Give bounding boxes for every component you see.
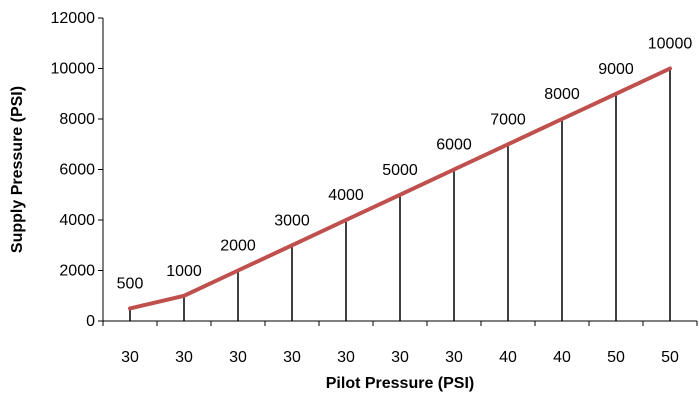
data-label: 1000 <box>166 263 202 280</box>
x-tick-label: 30 <box>121 349 139 366</box>
data-label: 2000 <box>220 238 256 255</box>
x-tick-label: 50 <box>661 349 679 366</box>
x-tick-label: 30 <box>391 349 409 366</box>
x-tick-label: 30 <box>229 349 247 366</box>
y-tick-label: 6000 <box>59 162 95 179</box>
y-axis: 0 2000 4000 6000 8000 10000 12000 <box>51 10 104 330</box>
y-tick-label: 10000 <box>51 61 96 78</box>
x-tick-label: 30 <box>283 349 301 366</box>
x-tick-label: 40 <box>499 349 517 366</box>
data-label: 10000 <box>648 36 693 53</box>
series-line <box>128 66 672 311</box>
data-label: 6000 <box>436 137 472 154</box>
y-tick-label: 8000 <box>59 111 95 128</box>
y-tick-label: 12000 <box>51 10 96 27</box>
data-label: 4000 <box>328 187 364 204</box>
data-label: 8000 <box>544 86 580 103</box>
x-tick-label: 50 <box>607 349 625 366</box>
data-labels: 500 1000 2000 3000 4000 5000 6000 7000 8000 9000 1… <box>117 36 693 293</box>
x-axis-title: Pilot Pressure (PSI) <box>326 375 475 392</box>
x-tick-label: 30 <box>445 349 463 366</box>
x-tick-label: 30 <box>175 349 193 366</box>
y-tick-label: 2000 <box>59 263 95 280</box>
series-line-path <box>128 66 672 311</box>
data-label: 3000 <box>274 212 310 229</box>
x-tick-label: 30 <box>337 349 355 366</box>
x-tick-label: 40 <box>553 349 571 366</box>
y-tick-label: 0 <box>86 313 95 330</box>
x-axis: 30 30 30 30 30 30 30 40 40 50 50 <box>102 320 698 366</box>
y-tick-label: 4000 <box>59 212 95 229</box>
data-label: 7000 <box>490 111 526 128</box>
data-label: 500 <box>117 275 144 292</box>
y-axis-title: Supply Pressure (PSI) <box>9 86 26 253</box>
drop-lines <box>129 68 671 321</box>
data-label: 9000 <box>598 61 634 78</box>
data-label: 5000 <box>382 162 418 179</box>
